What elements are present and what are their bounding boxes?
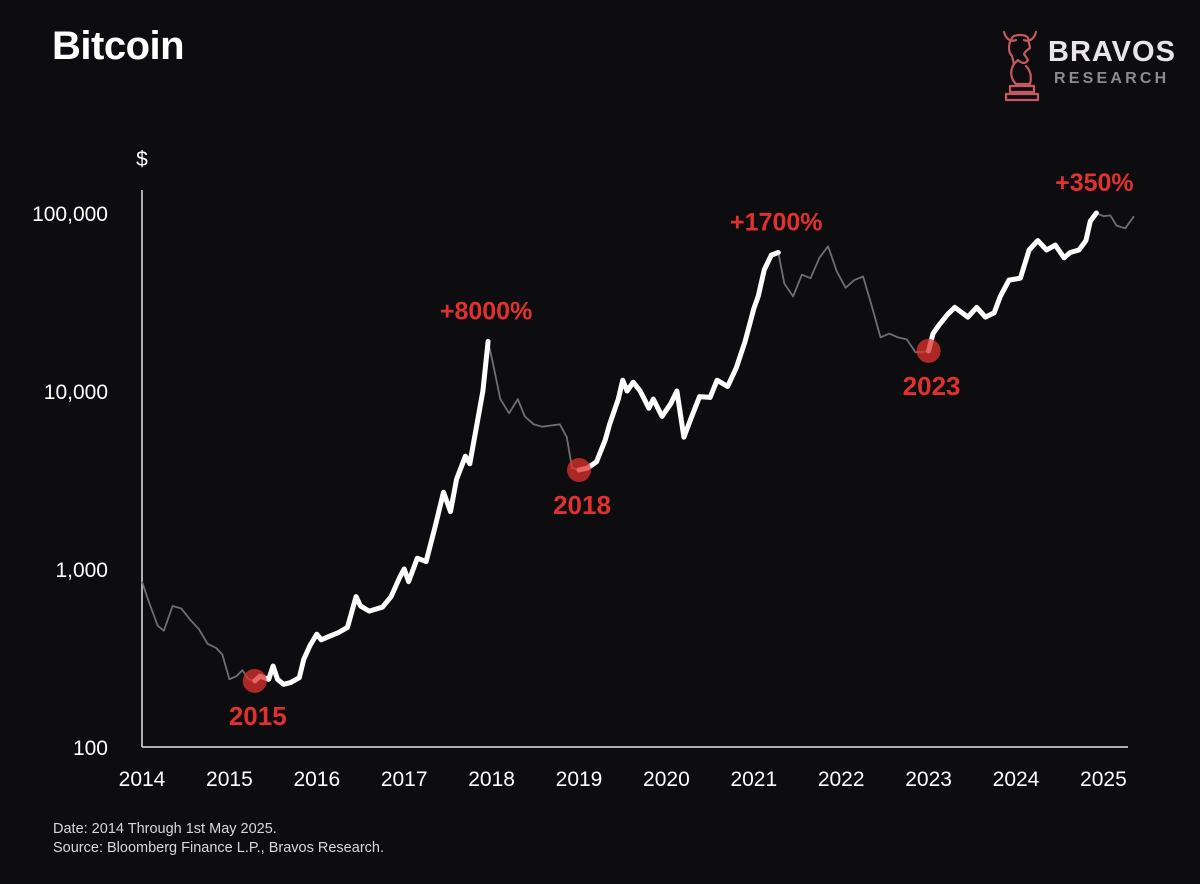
x-tick-label: 2025 [1080, 768, 1127, 791]
cycle-low-label: 2018 [553, 490, 611, 520]
x-tick-label: 2016 [293, 768, 340, 791]
brand-logo: BRAVOS RESEARCH [996, 26, 1186, 106]
x-tick-label: 2022 [818, 768, 865, 791]
x-tick-label: 2019 [556, 768, 603, 791]
gain-annotation: +1700% [730, 208, 822, 236]
footer-source-note: Source: Bloomberg Finance L.P., Bravos R… [53, 840, 384, 856]
bull-knight-icon [1002, 30, 1040, 102]
x-tick-label: 2015 [206, 768, 253, 791]
chart-series [141, 210, 1135, 687]
bear-market-line [777, 245, 929, 354]
chart-annotations: +8000% +1700% +350% 2015 2018 2023 [229, 169, 1134, 731]
bear-market-line [141, 581, 255, 682]
footer-date-note: Date: 2014 Through 1st May 2025. [53, 821, 277, 837]
bull-market-line [252, 338, 491, 687]
y-tick-label: 100 [73, 737, 108, 760]
gain-annotation: +8000% [440, 297, 532, 325]
chart-axes: $100 1,000 10,000 100,000 2014 2015 2016 2017 20… [32, 148, 1128, 791]
gain-annotation: +350% [1055, 169, 1134, 197]
bear-market-line [487, 341, 580, 471]
cycle-low-marker [916, 338, 941, 363]
y-tick-label: 100,000 [32, 203, 108, 226]
bull-market-line [926, 210, 1099, 354]
chart-footer: Date: 2014 Through 1st May 2025. Source:… [53, 820, 384, 858]
brand-name: BRAVOS [1048, 36, 1176, 68]
x-tick-label: 2020 [643, 768, 690, 791]
chart-markers [242, 338, 941, 693]
cycle-low-marker [242, 668, 267, 693]
x-tick-label: 2017 [381, 768, 428, 791]
page-title: Bitcoin [52, 24, 185, 68]
y-tick-label: 10,000 [44, 381, 108, 404]
x-tick-label: 2024 [993, 768, 1040, 791]
bear-market-line [1096, 212, 1135, 230]
x-tick-label: 2014 [119, 768, 166, 791]
x-tick-label: 2023 [905, 768, 952, 791]
cycle-low-marker [567, 457, 591, 482]
bull-market-line [576, 250, 781, 473]
y-axis-unit-label: $ [136, 148, 148, 171]
cycle-low-label: 2015 [229, 701, 287, 731]
y-tick-label: 1,000 [55, 559, 108, 582]
brand-subtitle: RESEARCH [1054, 70, 1170, 87]
x-tick-label: 2018 [468, 768, 515, 791]
x-tick-label: 2021 [730, 768, 777, 791]
cycle-low-label: 2023 [903, 371, 961, 401]
